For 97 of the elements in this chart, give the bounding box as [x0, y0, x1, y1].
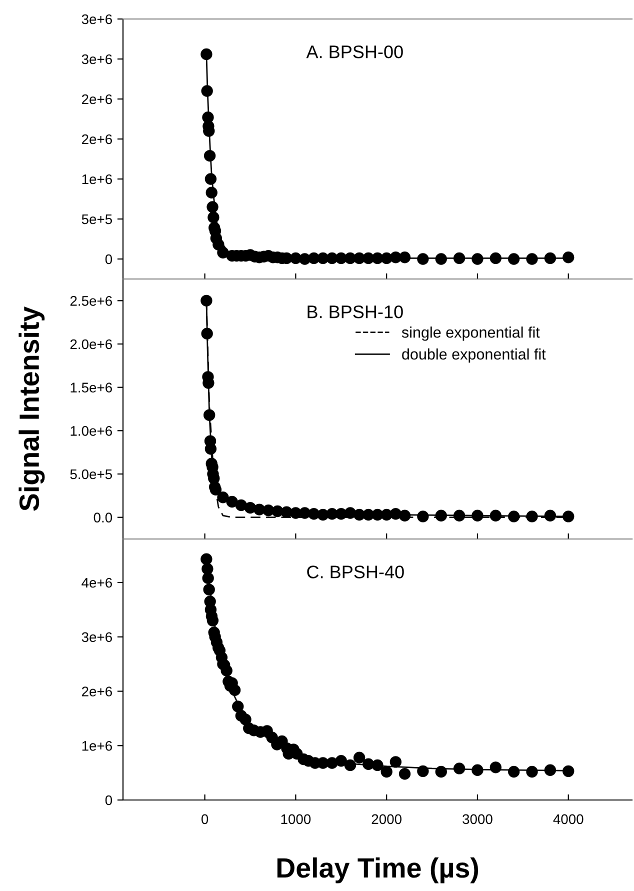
point	[435, 253, 447, 265]
point	[217, 492, 229, 504]
x-tick-label: 0	[201, 814, 208, 824]
point	[490, 762, 502, 774]
point	[390, 756, 402, 768]
text: A. BPSH-00	[306, 45, 403, 58]
point	[206, 186, 218, 198]
text: C. BPSH-40	[307, 566, 404, 578]
point	[453, 762, 466, 774]
point	[544, 510, 556, 522]
point	[417, 510, 429, 522]
x-tick-label: 4000	[553, 814, 584, 824]
point	[206, 201, 218, 213]
y-tick-label: 1.5e+6	[70, 382, 112, 393]
y-tick-label: 3e+6	[82, 14, 112, 24]
y-tick-label: 2.0e+6	[70, 339, 112, 350]
y-tick-label: 0	[105, 254, 112, 264]
y-tick-label: 4e+6	[82, 578, 112, 588]
point	[472, 510, 484, 522]
point	[228, 684, 241, 696]
text: B. BPSH-10	[308, 305, 403, 318]
point	[244, 502, 256, 514]
point	[435, 510, 447, 522]
y-tick-label: 5e+5	[82, 214, 112, 224]
point	[526, 510, 538, 522]
y-tick-label: 5.0e+5	[70, 469, 112, 480]
point	[544, 764, 556, 776]
point	[220, 664, 232, 676]
y-tick-label: 3e+6	[82, 632, 112, 642]
point	[203, 584, 215, 596]
point	[508, 766, 520, 778]
point	[262, 504, 274, 516]
point	[508, 510, 520, 522]
point	[417, 253, 429, 265]
legend-label: double exponential fit	[402, 348, 546, 363]
point	[398, 252, 411, 264]
point	[435, 766, 447, 778]
point	[200, 553, 212, 565]
point	[344, 759, 356, 772]
y-tick-label: 3e+6	[82, 54, 112, 64]
y-axis-title: Signal Intensity	[18, 306, 45, 511]
y-tick-label: 2e+6	[82, 686, 112, 696]
y-tick-label: 2e+6	[82, 134, 112, 144]
point	[204, 409, 216, 421]
y-tick-label: 1.0e+6	[70, 426, 112, 436]
point	[544, 252, 556, 264]
point	[335, 755, 347, 767]
point	[202, 572, 214, 584]
point	[204, 150, 216, 162]
point	[490, 510, 502, 522]
point	[562, 510, 574, 522]
point	[562, 765, 574, 778]
point	[200, 294, 212, 307]
point	[372, 252, 384, 264]
point	[212, 238, 224, 250]
point	[298, 507, 311, 519]
legend-label: single exponential fit	[402, 326, 540, 341]
y-tick-label: 0.0	[94, 512, 112, 523]
point	[235, 499, 248, 512]
point	[226, 496, 238, 508]
point	[208, 212, 220, 224]
point	[204, 173, 217, 185]
point	[390, 508, 402, 520]
point	[353, 752, 366, 764]
y-tick-label: 2.5e+6	[70, 296, 112, 306]
y-tick-label: 2e+6	[82, 94, 112, 104]
point	[472, 764, 484, 776]
point	[217, 246, 229, 258]
point	[398, 768, 411, 780]
point	[201, 328, 213, 340]
point	[508, 253, 520, 265]
point	[453, 252, 466, 264]
point	[202, 563, 214, 575]
point	[232, 700, 244, 712]
point	[417, 765, 429, 778]
point	[526, 253, 538, 265]
y-tick-label: 1e+6	[82, 174, 112, 184]
point	[204, 443, 217, 455]
point	[490, 252, 502, 264]
y-tick-label: 0	[105, 795, 112, 806]
x-tick-label: 1000	[281, 814, 311, 824]
point	[472, 253, 484, 265]
point	[201, 85, 213, 97]
point	[526, 766, 538, 778]
point	[326, 757, 338, 769]
point	[372, 759, 384, 772]
point	[562, 252, 574, 264]
point	[240, 714, 252, 726]
x-tick-label: 2000	[372, 814, 402, 824]
point	[200, 48, 212, 60]
x-axis-title: Delay Time (µs)	[277, 857, 478, 884]
point	[398, 510, 411, 522]
point	[453, 510, 466, 522]
y-tick-label: 1e+6	[82, 740, 112, 751]
point	[380, 766, 392, 778]
point	[344, 507, 356, 519]
x-tick-label: 3000	[462, 814, 492, 824]
